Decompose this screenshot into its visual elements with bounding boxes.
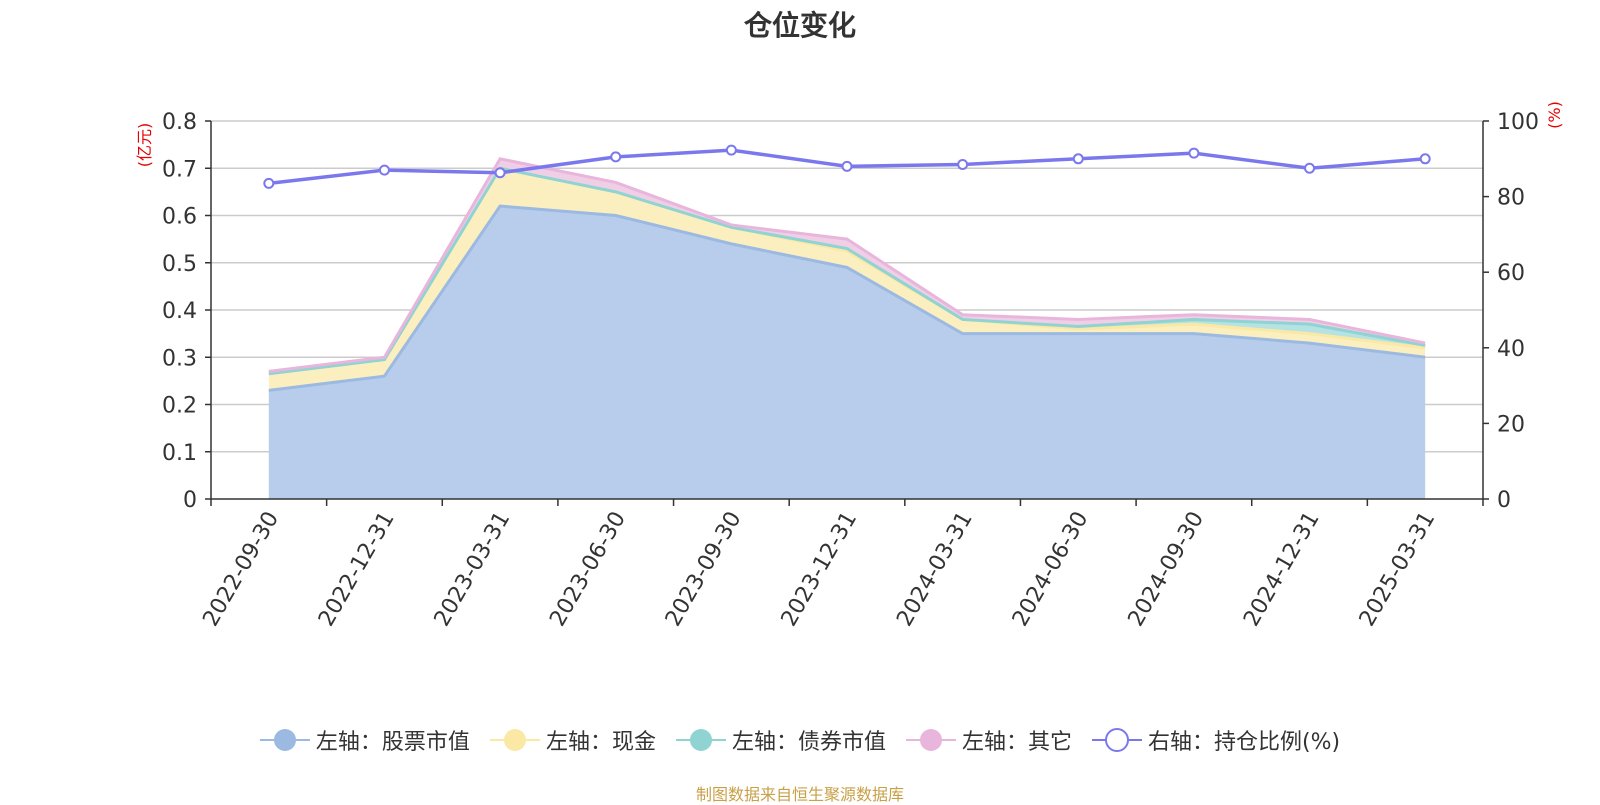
- x-tick-label: 2024-03-31: [892, 508, 978, 631]
- chart-canvas: 0 0.1 0.2 0.3 0.4 0.5 0.6 0.7 0.8 0 20 40 60 80 100 202…: [135, 101, 1564, 631]
- ratio-point: [1304, 162, 1316, 174]
- source-note: 制图数据来自恒生聚源数据库: [695, 785, 904, 804]
- left-axis-unit: (亿元): [135, 123, 154, 168]
- x-tick-label: 2022-12-31: [314, 508, 400, 631]
- left-tick-label: 0.1: [162, 441, 197, 466]
- right-tick-label: 0: [1497, 488, 1511, 513]
- right-tick-label: 60: [1497, 261, 1525, 286]
- ratio-point: [610, 151, 622, 163]
- left-tick-label: 0.3: [162, 346, 197, 371]
- ratio-point: [263, 177, 275, 189]
- left-tick-label: 0.6: [162, 205, 197, 230]
- legend-item[interactable]: 左轴：债券市值: [675, 724, 886, 756]
- x-tick-label: 2025-03-31: [1355, 508, 1441, 631]
- legend-circle-marker-icon: [675, 729, 726, 751]
- left-tick-label: 0: [183, 488, 197, 513]
- legend-item[interactable]: 左轴：现金: [489, 724, 656, 756]
- area-fill: [268, 168, 1426, 391]
- area-edge-line: [268, 204, 1426, 392]
- ratio-point: [378, 164, 390, 176]
- legend-line-marker-icon: [1091, 728, 1142, 752]
- stacked-areas: [268, 157, 1426, 500]
- right-tick-label: 80: [1497, 186, 1525, 211]
- left-tick-label: 0.2: [162, 394, 197, 419]
- area-fill: [268, 158, 1426, 374]
- legend-circle-marker-icon: [489, 729, 540, 751]
- ratio-point: [1419, 153, 1431, 165]
- area-edge-line: [268, 157, 1426, 373]
- legend-label: 左轴：现金: [545, 730, 656, 755]
- legend-item[interactable]: 左轴：其它: [905, 724, 1072, 756]
- left-tick-label: 0.4: [162, 299, 197, 324]
- x-tick-label: 2023-03-31: [430, 508, 516, 631]
- ratio-point: [957, 158, 969, 170]
- x-tick-label: 2023-06-30: [545, 508, 631, 631]
- area-edge-line: [268, 166, 1426, 376]
- legend-label: 左轴：债券市值: [731, 730, 886, 755]
- axes: [205, 120, 1489, 506]
- legend-circle-marker-icon: [905, 729, 956, 751]
- left-tick-label: 0.5: [162, 252, 197, 277]
- x-tick-label: 2024-06-30: [1008, 508, 1094, 631]
- area-fill: [268, 206, 1426, 500]
- ratio-point: [494, 167, 506, 179]
- ratio-point: [1072, 153, 1084, 165]
- x-tick-label: 2024-12-31: [1239, 508, 1325, 631]
- legend-label: 左轴：其它: [961, 730, 1072, 755]
- right-tick-label: 40: [1497, 337, 1525, 362]
- left-tick-label: 0.7: [162, 157, 197, 182]
- legend-item[interactable]: 右轴：持仓比例(%): [1091, 724, 1341, 756]
- right-tick-label: 100: [1497, 110, 1539, 135]
- chart-title: 仓位变化: [743, 9, 856, 42]
- right-tick-label: 20: [1497, 412, 1525, 437]
- x-tick-label: 2023-09-30: [661, 508, 747, 631]
- left-tick-label: 0.8: [162, 110, 197, 135]
- chart-legend: 左轴：股票市值 左轴：现金 左轴：债券市值 左轴：其它 右轴：持仓比例(%): [0, 722, 1600, 758]
- ratio-point: [841, 160, 853, 172]
- x-tick-label: 2024-09-30: [1124, 508, 1210, 631]
- legend-item[interactable]: 左轴：股票市值: [259, 724, 470, 756]
- legend-label: 右轴：持仓比例(%): [1147, 730, 1341, 755]
- x-tick-label: 2023-12-31: [777, 508, 863, 631]
- x-tick-label: 2022-09-30: [198, 508, 284, 631]
- legend-circle-marker-icon: [259, 729, 310, 751]
- legend-label: 左轴：股票市值: [315, 730, 470, 755]
- ratio-point: [1188, 147, 1200, 159]
- right-axis-unit: (%): [1545, 101, 1564, 129]
- ratio-line: [263, 144, 1431, 189]
- ratio-point: [725, 144, 737, 156]
